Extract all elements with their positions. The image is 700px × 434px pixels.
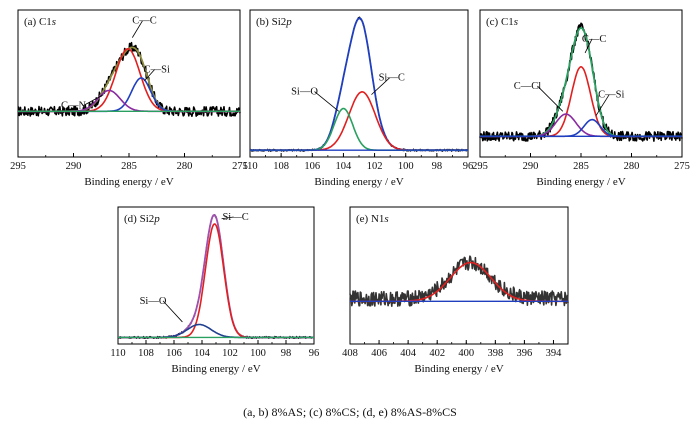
x-tick-label: 398 [487,348,503,359]
annotation-leader [162,300,183,323]
annotation-leader [314,91,340,112]
x-tick-label: 110 [242,161,257,172]
figure-caption: (a, b) 8%AS; (c) 8%CS; (d, e) 8%AS-8%CS [243,405,457,419]
panel-2: 110 108 106 104 102 100 98 96 Binding energy / e… [242,9,474,188]
annotation-label: Si—O [140,296,167,307]
x-tick-label: 396 [517,348,533,359]
x-tick-label: 104 [194,348,211,359]
series-envelope [118,214,314,339]
series-c-cl [480,113,682,138]
annotation-label: C—Si [598,89,624,100]
annotation-label: Si—C [222,212,248,223]
x-axis-title: Binding energy / eV [314,176,403,188]
panel-5: 408 406 404 402 400 398 396 394 Binding energy /… [342,206,569,375]
panel-title: (c) C1s [486,16,518,28]
annotation-label: Si—C [379,73,405,84]
x-tick-label: 98 [281,348,292,359]
x-tick-label: 98 [432,161,443,172]
series-c-c [18,48,240,113]
x-tick-label: 275 [232,161,248,172]
series-raw [479,22,683,142]
series-c-c [480,66,682,138]
annotation-label: Si—O [291,87,318,98]
series-envelope [250,17,468,152]
x-axis-title: Binding energy / eV [536,176,625,188]
x-tick-label: 102 [367,161,383,172]
x-tick-label: 96 [463,161,474,172]
x-tick-label: 408 [342,348,358,359]
x-tick-label: 295 [472,161,488,172]
annotation-label: C—C [132,16,157,27]
x-tick-label: 290 [66,161,82,172]
panel-1: 295 290 285 280 275 Binding energy / eV (a) C1… [10,9,248,188]
panel-4: 110 108 106 104 102 100 98 96 Binding energy / e… [110,206,320,375]
plot-frame [349,206,569,345]
x-tick-label: 295 [10,161,26,172]
series-raw [249,16,469,152]
series-raw [17,41,241,117]
series-si-o [118,323,314,339]
x-tick-label: 108 [138,348,154,359]
x-tick-label: 290 [523,161,539,172]
annotation-leader [83,94,104,106]
x-tick-label: 404 [400,348,417,359]
series-si-o [250,107,468,151]
x-tick-label: 106 [166,348,182,359]
annotation-leader [144,69,156,81]
x-tick-label: 402 [429,348,445,359]
annotation-label: C—C [582,34,607,45]
annotation-leader [537,85,564,112]
annotation-leader [131,20,143,38]
annotation-leader [221,216,234,220]
x-tick-label: 104 [336,161,353,172]
panel-title: (b) Si2p [256,16,292,28]
plot-frame [17,9,241,158]
x-tick-label: 406 [371,348,387,359]
plot-frame [117,206,315,345]
x-tick-label: 280 [624,161,640,172]
x-tick-label: 400 [458,348,474,359]
annotation-label: C—Cl [514,81,542,92]
panel-3: 295 290 285 280 275 Binding energy / eV (c) C1… [472,9,690,188]
x-axis-title: Binding energy / eV [414,363,503,375]
x-tick-label: 108 [273,161,289,172]
plot-frame [249,9,469,158]
series-envelope [18,46,240,113]
x-axis-title: Binding energy / eV [84,176,173,188]
series-si-c [118,223,314,339]
x-tick-label: 100 [250,348,266,359]
x-tick-label: 106 [304,161,320,172]
x-tick-label: 394 [546,348,563,359]
x-tick-label: 285 [121,161,137,172]
series-raw [349,255,569,307]
x-tick-label: 280 [177,161,193,172]
x-tick-label: 275 [674,161,690,172]
panel-title: (e) N1s [356,213,389,225]
x-tick-label: 102 [222,348,238,359]
x-axis-title: Binding energy / eV [171,363,260,375]
series-raw [117,214,315,339]
annotation-leader [371,77,390,95]
annotation-label: C—N [61,101,87,112]
x-tick-label: 100 [398,161,414,172]
annotation-label: C—Si [144,64,170,75]
annotation-leader [595,94,610,116]
x-tick-label: 96 [309,348,320,359]
panel-title: (a) C1s [24,16,56,28]
annotation-leader [584,38,593,54]
panel-title: (d) Si2p [124,213,160,225]
x-tick-label: 285 [573,161,589,172]
x-tick-label: 110 [110,348,125,359]
